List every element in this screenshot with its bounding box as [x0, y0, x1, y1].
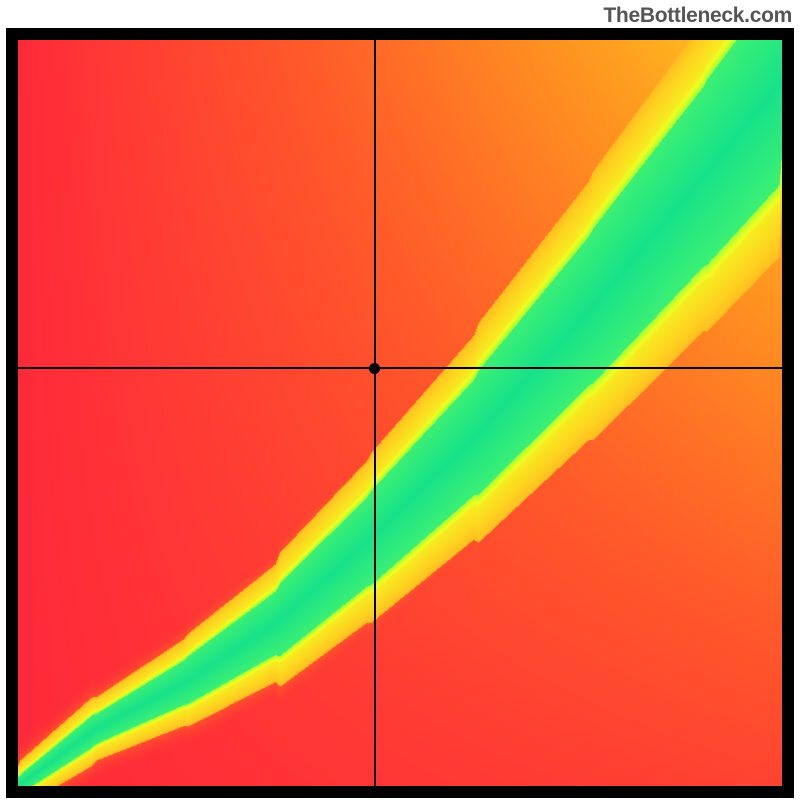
crosshair-vertical: [374, 40, 376, 786]
bottleneck-heatmap: [18, 40, 782, 786]
site-watermark: TheBottleneck.com: [603, 4, 792, 28]
crosshair-horizontal: [18, 367, 782, 369]
marker-dot: [369, 363, 380, 374]
